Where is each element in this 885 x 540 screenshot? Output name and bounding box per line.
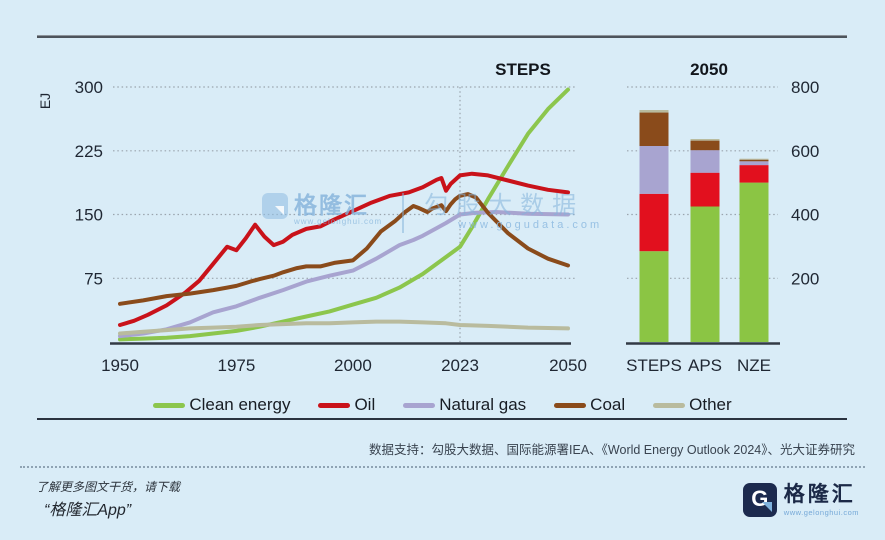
top-border-line bbox=[37, 35, 847, 38]
bar-steps-coal bbox=[639, 112, 669, 146]
bar-nze-other bbox=[739, 158, 769, 160]
bar-nze-clean-energy bbox=[739, 182, 769, 342]
bar-nze-natural-gas bbox=[739, 161, 769, 166]
legend-label: Oil bbox=[354, 395, 376, 414]
dotted-separator bbox=[20, 466, 865, 468]
x-axis-tick-label: 1950 bbox=[101, 356, 139, 375]
bar-steps-clean-energy bbox=[639, 251, 669, 342]
y-axis-left-tick-label: 75 bbox=[84, 269, 103, 288]
legend-label: Other bbox=[689, 395, 732, 414]
chart-legend: Clean energy Oil Natural gas Coal Other bbox=[0, 395, 885, 415]
legend-item-natural-gas: Natural gas bbox=[403, 395, 526, 415]
line-series-clean-energy bbox=[118, 87, 570, 342]
line-series-other bbox=[118, 319, 570, 336]
y-axis-unit-label: EJ bbox=[37, 93, 53, 109]
gelonghui-footer-logo: G 格隆汇 www.gelonghui.com bbox=[742, 483, 859, 517]
y-axis-left-tick-label: 300 bbox=[75, 78, 103, 97]
legend-swatch bbox=[318, 402, 351, 408]
bar-aps-other bbox=[690, 139, 720, 141]
bar-nze-coal bbox=[739, 159, 769, 162]
promo-text-line1: 了解更多图文干货，请下载 bbox=[36, 480, 181, 494]
legend-label: Coal bbox=[590, 395, 626, 414]
bar-nze-oil bbox=[739, 165, 769, 183]
y-axis-right-tick-label: 800 bbox=[791, 78, 819, 97]
y-axis-right-tick-label: 400 bbox=[791, 206, 819, 225]
bar-category-label: NZE bbox=[737, 356, 771, 375]
bar-steps-oil bbox=[639, 193, 669, 252]
gelonghui-logo-url: www.gelonghui.com bbox=[783, 508, 859, 517]
x-axis-tick-label: 1975 bbox=[217, 356, 255, 375]
bar-steps-other bbox=[639, 110, 669, 113]
legend-label: Clean energy bbox=[189, 395, 291, 414]
legend-item-other: Other bbox=[653, 395, 732, 415]
gelonghui-g-icon: G bbox=[742, 483, 777, 517]
legend-item-oil: Oil bbox=[318, 395, 375, 415]
bar-aps-clean-energy bbox=[690, 206, 720, 342]
legend-swatch bbox=[153, 402, 186, 408]
line-chart-title: STEPS bbox=[495, 60, 551, 79]
bar-chart-title: 2050 bbox=[690, 60, 728, 79]
y-axis-left-tick-label: 225 bbox=[75, 142, 103, 161]
legend-item-clean-energy: Clean energy bbox=[153, 395, 290, 415]
gelonghui-logo-text: 格隆汇 bbox=[783, 483, 856, 506]
legend-swatch bbox=[653, 402, 686, 408]
line-series-oil bbox=[118, 171, 570, 327]
bar-aps-oil bbox=[690, 172, 720, 207]
bottom-border-line bbox=[37, 418, 847, 420]
bar-category-label: APS bbox=[688, 356, 722, 375]
promo-app-name: “格隆汇App” bbox=[44, 502, 132, 519]
bar-aps-natural-gas bbox=[690, 150, 720, 173]
bar-category-label: STEPS bbox=[626, 356, 682, 375]
x-axis-tick-label: 2023 bbox=[441, 356, 479, 375]
y-axis-right-tick-label: 200 bbox=[791, 269, 819, 288]
x-axis-tick-label: 2050 bbox=[549, 356, 587, 375]
legend-swatch bbox=[554, 402, 587, 408]
y-axis-right-tick-label: 600 bbox=[791, 142, 819, 161]
x-axis-tick-label: 2000 bbox=[334, 356, 372, 375]
line-series-natural-gas bbox=[118, 210, 570, 339]
legend-swatch bbox=[403, 402, 436, 408]
line-series-coal bbox=[118, 192, 570, 306]
legend-item-coal: Coal bbox=[554, 395, 625, 415]
bar-aps-coal bbox=[690, 140, 720, 151]
bar-steps-natural-gas bbox=[639, 146, 669, 194]
y-axis-left-tick-label: 150 bbox=[75, 206, 103, 225]
legend-label: Natural gas bbox=[439, 395, 527, 414]
data-source-text: 数据支持：勾股大数据、国际能源署IEA、《World Energy Outloo… bbox=[369, 443, 855, 457]
